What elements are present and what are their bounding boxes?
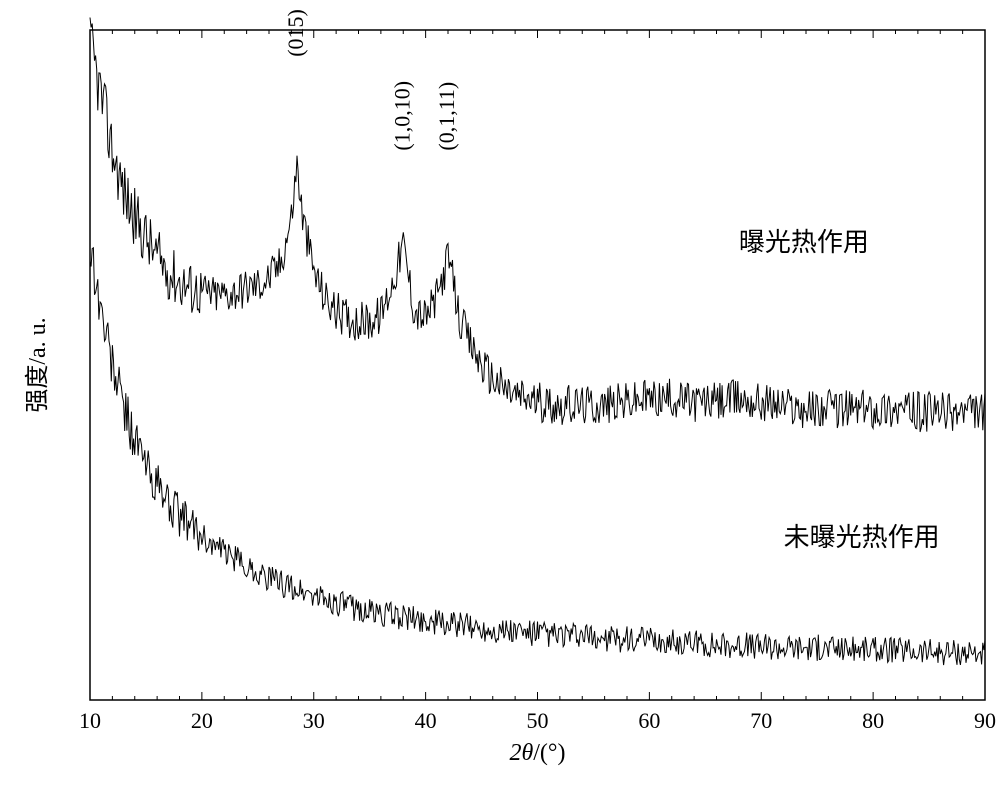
x-tick-label: 60 [638, 708, 660, 733]
plot-border [90, 30, 985, 700]
x-tick-label: 40 [415, 708, 437, 733]
x-tick-label: 70 [750, 708, 772, 733]
xrd-chart: 10 20 30 40 50 60 70 80 90 2θ/(°) 强度/a. u. (015) (1,… [0, 0, 1000, 796]
x-tick-label: 90 [974, 708, 996, 733]
x-tick-label: 10 [79, 708, 101, 733]
series-unexposed [90, 248, 985, 665]
series-annotation: 曝光热作用 [739, 228, 869, 257]
x-tick-label: 80 [862, 708, 884, 733]
peak-label: (1,0,10) [389, 81, 414, 151]
series-exposed [90, 18, 985, 433]
peak-label: (0,1,11) [434, 82, 459, 151]
y-axis-label: 强度/a. u. [24, 317, 51, 412]
x-tick-label: 20 [191, 708, 213, 733]
peak-label: (015) [283, 9, 308, 57]
x-tick-label: 50 [527, 708, 549, 733]
x-tick-label: 30 [303, 708, 325, 733]
x-axis-label: 2θ/(°) [509, 740, 565, 766]
chart-svg: 10 20 30 40 50 60 70 80 90 2θ/(°) 强度/a. u. (015) (1,… [0, 0, 1000, 796]
series-annotation: 未曝光热作用 [784, 523, 940, 552]
